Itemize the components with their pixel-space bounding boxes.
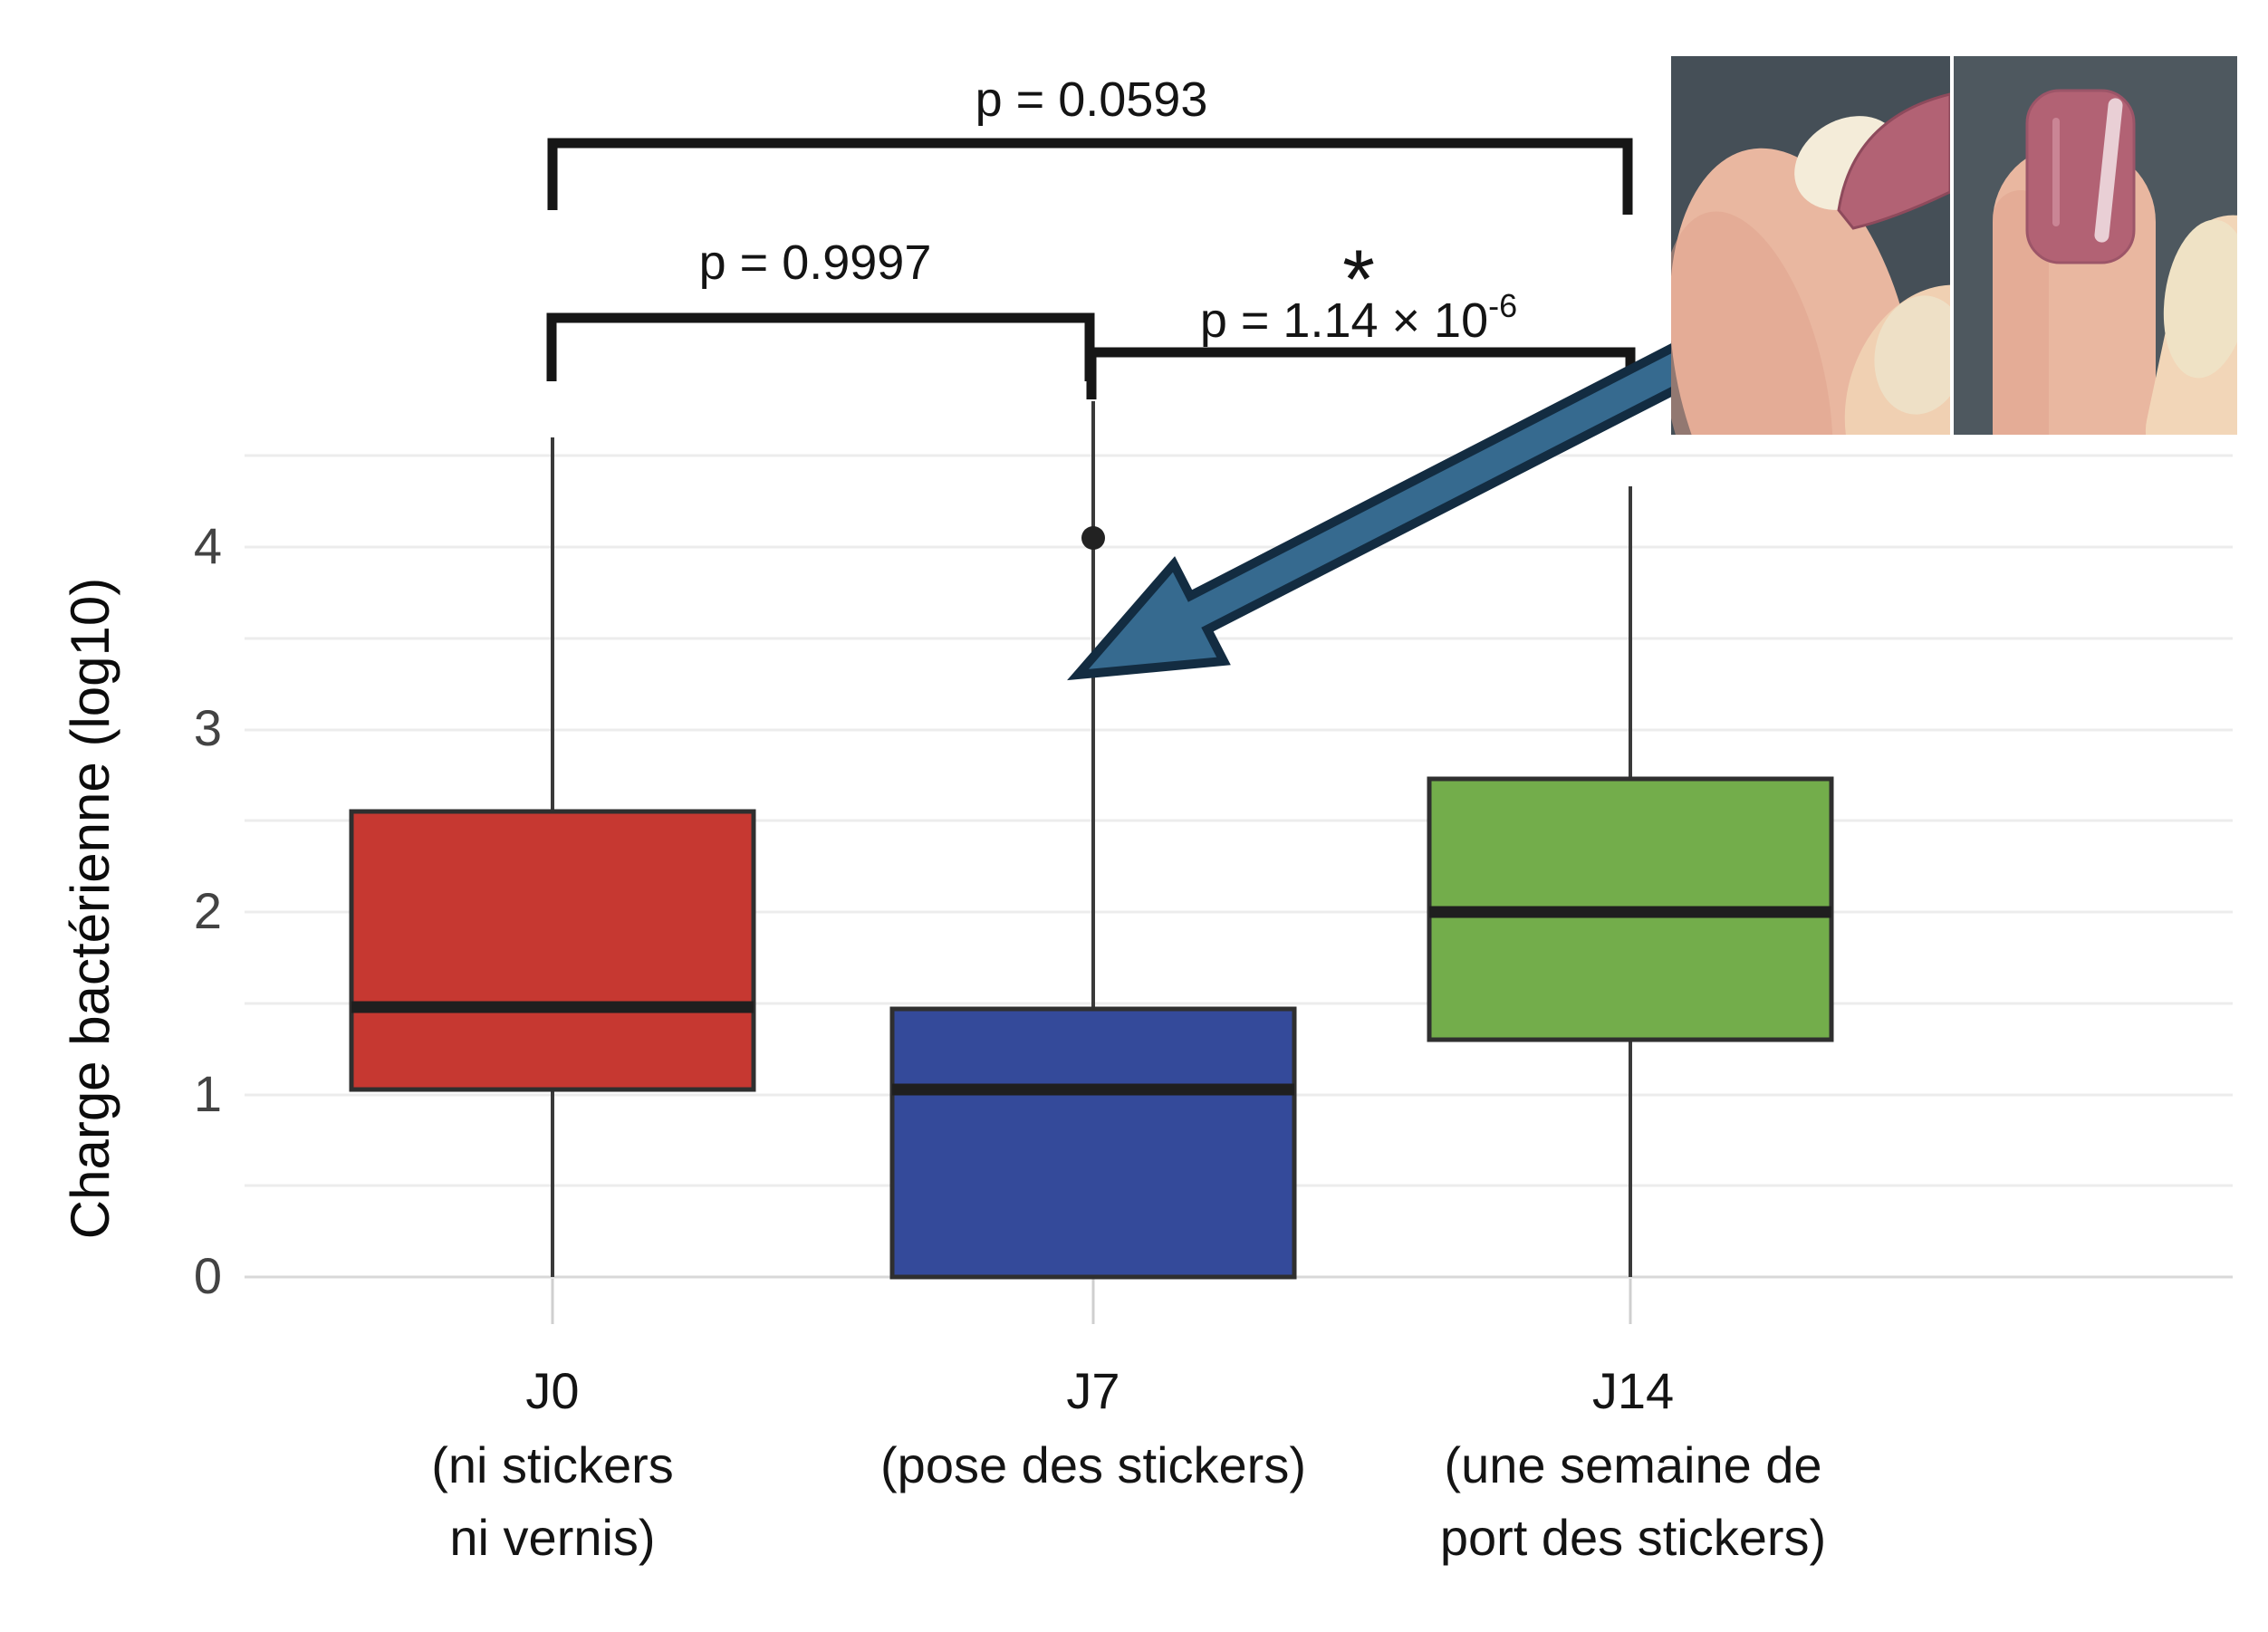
second-fingernail: [2163, 219, 2237, 379]
x-category-labels: J0 (ni stickers ni vernis) J7 (pose des …: [431, 1362, 1826, 1566]
nail-sticker-lifting: [1837, 92, 1950, 230]
x-category-label: J14: [1592, 1362, 1674, 1419]
inset-photo-right-panel: [1954, 56, 2237, 435]
box-rect: [889, 1006, 1297, 1280]
p-value-label-J0-J14: p = 0.0593: [975, 72, 1208, 127]
x-category-label: (ni stickers: [431, 1436, 674, 1493]
p-value-exponent: -6: [1488, 287, 1517, 324]
x-category-label: J0: [525, 1362, 579, 1419]
second-fingernail: [1874, 295, 1950, 415]
significance-bracket-J0-J7: [546, 312, 1095, 381]
outlier-point: [1081, 526, 1105, 550]
x-category-label: (pose des stickers): [880, 1436, 1306, 1493]
box-group-J7: [889, 401, 1297, 1280]
x-axis-ticks: [551, 1279, 1632, 1324]
p-value-label-J0-J7: p = 0.9997: [699, 235, 932, 290]
p-value-label-J7-J14: p = 1.14 × 10-6: [1200, 287, 1517, 348]
y-tick-label: 1: [194, 1065, 222, 1122]
thumb-shading: [1671, 211, 1833, 435]
y-tick-label: 0: [194, 1247, 222, 1304]
x-category-label: port des stickers): [1440, 1509, 1826, 1566]
x-category-label: ni vernis): [449, 1509, 655, 1566]
significance-bracket-J7-J14: [1086, 347, 1636, 399]
significance-asterisk: *: [1342, 234, 1375, 326]
inset-photo-left-panel: [1671, 56, 1950, 435]
p-value-base: p = 1.14 × 10: [1200, 293, 1488, 348]
inset-photo: [1671, 56, 2237, 435]
x-category-label: J7: [1066, 1362, 1120, 1419]
box-rect: [349, 809, 756, 1092]
nail-gloss-highlight: [2052, 118, 2060, 226]
nail-gloss-highlight: [2094, 98, 2123, 243]
y-tick-label: 4: [194, 517, 222, 574]
significance-bracket-J0-J14: [547, 138, 1633, 215]
box-group-J14: [1427, 486, 1834, 1277]
y-tick-labels: 4 3 2 1 0: [194, 517, 222, 1304]
y-tick-label: 2: [194, 882, 222, 939]
y-axis-title: Charge bactérienne (log10): [60, 578, 120, 1239]
box-group-J0: [349, 437, 756, 1277]
y-tick-label: 3: [194, 699, 222, 756]
x-category-label: (une semaine de: [1444, 1436, 1821, 1493]
